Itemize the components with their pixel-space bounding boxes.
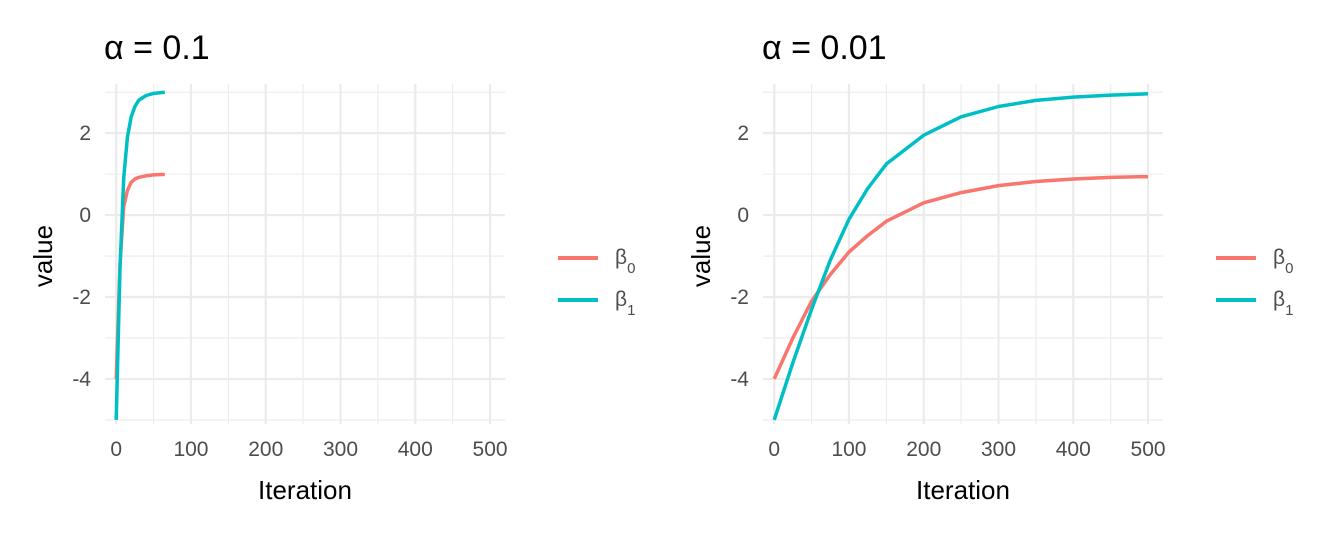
y-tick-label: -2 [730, 286, 749, 309]
x-tick-label: 200 [906, 438, 941, 461]
y-tick-label: 2 [79, 122, 91, 145]
x-tick-label: 0 [768, 438, 780, 461]
x-tick-label: 400 [398, 438, 433, 461]
series-line-β1 [114, 90, 165, 420]
x-tick-label: 300 [323, 438, 358, 461]
panel-alpha-0.1: α = 0.1 0 100 200 300 400 500 -4 -2 0 2 Iteratio… [28, 29, 635, 505]
y-tick-label: -4 [730, 368, 749, 391]
y-tick-label: 2 [737, 122, 749, 145]
y-tick-label: -2 [72, 286, 91, 309]
series-group [772, 92, 1149, 421]
gridlines [105, 84, 505, 424]
y-axis-title: value [686, 225, 716, 287]
x-axis-title: Iteration [258, 475, 352, 505]
x-tick-label: 100 [173, 438, 208, 461]
x-tick-labels: 0 100 200 300 400 500 [768, 438, 1165, 461]
x-tick-label: 400 [1056, 438, 1091, 461]
legend-label-β1: β1 [1273, 288, 1293, 319]
x-axis-title: Iteration [916, 475, 1010, 505]
y-tick-labels: -4 -2 0 2 [72, 122, 91, 391]
legend-label-β1: β1 [615, 288, 635, 319]
x-tick-label: 500 [473, 438, 508, 461]
series-group [114, 90, 165, 420]
legend-label-β0: β0 [1273, 246, 1293, 277]
legend-label-β0: β0 [615, 246, 635, 277]
panel-title: α = 0.1 [104, 29, 210, 67]
gridlines [763, 84, 1163, 424]
y-tick-label: 0 [737, 204, 749, 227]
y-axis-title: value [28, 225, 58, 287]
x-tick-label: 300 [981, 438, 1016, 461]
panel-alpha-0.01: α = 0.01 0 100 200 300 400 500 -4 -2 0 2 Iterati… [686, 29, 1293, 505]
x-tick-label: 200 [248, 438, 283, 461]
x-tick-label: 0 [110, 438, 122, 461]
x-tick-label: 500 [1131, 438, 1166, 461]
series-line-β1 [772, 92, 1149, 421]
x-tick-label: 100 [831, 438, 866, 461]
y-tick-label: 0 [79, 204, 91, 227]
x-tick-labels: 0 100 200 300 400 500 [110, 438, 507, 461]
panel-title: α = 0.01 [762, 29, 887, 67]
y-tick-label: -4 [72, 368, 91, 391]
y-tick-labels: -4 -2 0 2 [730, 122, 749, 391]
